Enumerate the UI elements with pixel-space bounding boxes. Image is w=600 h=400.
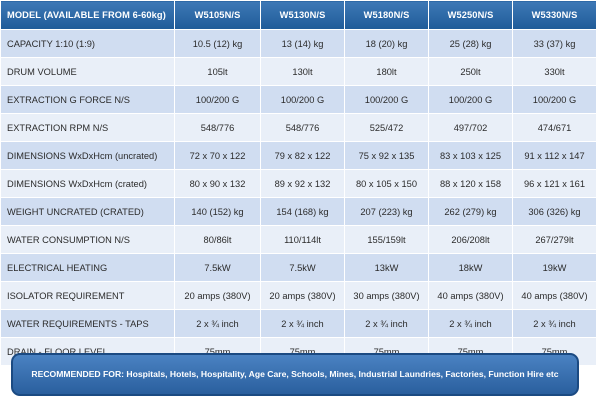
spec-value: 330lt (512, 57, 597, 86)
spec-label: DIMENSIONS WxDxHcm (crated) (0, 169, 175, 198)
spec-value: 83 x 103 x 125 (428, 141, 513, 170)
spec-value: 2 x ¾ inch (428, 309, 513, 338)
spec-value: 105lt (174, 57, 261, 86)
table-row: WATER CONSUMPTION N/S 80/86lt 110/114lt 155… (0, 225, 597, 254)
spec-label: CAPACITY 1:10 (1:9) (0, 29, 175, 58)
spec-label: DIMENSIONS WxDxHcm (uncrated) (0, 141, 175, 170)
header-model-w5180: W5180N/S (344, 0, 429, 30)
spec-table-header: MODEL (AVAILABLE FROM 6-60kg) W5105N/S W… (0, 0, 597, 30)
spec-value: 79 x 82 x 122 (260, 141, 345, 170)
spec-value: 140 (152) kg (174, 197, 261, 226)
spec-value: 2 x ¾ inch (174, 309, 261, 338)
spec-value: 2 x ¾ inch (512, 309, 597, 338)
spec-value: 306 (326) kg (512, 197, 597, 226)
spec-label: ISOLATOR REQUIREMENT (0, 281, 175, 310)
spec-value: 10.5 (12) kg (174, 29, 261, 58)
spec-label: EXTRACTION RPM N/S (0, 113, 175, 142)
spec-value: 262 (279) kg (428, 197, 513, 226)
spec-value: 2 x ¾ inch (344, 309, 429, 338)
table-row: ISOLATOR REQUIREMENT 20 amps (380V) 20 amp… (0, 281, 597, 310)
header-model-w5130: W5130N/S (260, 0, 345, 30)
spec-value: 40 amps (380V) (428, 281, 513, 310)
spec-value: 100/200 G (344, 85, 429, 114)
spec-value: 80 x 105 x 150 (344, 169, 429, 198)
spec-value: 72 x 70 x 122 (174, 141, 261, 170)
spec-label: ELECTRICAL HEATING (0, 253, 175, 282)
spec-value: 155/159lt (344, 225, 429, 254)
table-row: DIMENSIONS WxDxHcm (uncrated) 72 x 70 x 1… (0, 141, 597, 170)
spec-value: 130lt (260, 57, 345, 86)
spec-value: 2 x ¾ inch (260, 309, 345, 338)
spec-value: 100/200 G (512, 85, 597, 114)
header-model-w5105: W5105N/S (174, 0, 261, 30)
spec-value: 18kW (428, 253, 513, 282)
spec-value: 25 (28) kg (428, 29, 513, 58)
spec-value: 7.5kW (260, 253, 345, 282)
spec-value: 267/279lt (512, 225, 597, 254)
spec-label: EXTRACTION G FORCE N/S (0, 85, 175, 114)
spec-value: 110/114lt (260, 225, 345, 254)
spec-value: 548/776 (174, 113, 261, 142)
header-model-w5250: W5250N/S (428, 0, 513, 30)
spec-value: 20 amps (380V) (174, 281, 261, 310)
table-row: CAPACITY 1:10 (1:9) 10.5 (12) kg 13 (14) k… (0, 29, 597, 58)
spec-value: 40 amps (380V) (512, 281, 597, 310)
spec-value: 80 x 90 x 132 (174, 169, 261, 198)
spec-value: 497/702 (428, 113, 513, 142)
spec-value: 100/200 G (260, 85, 345, 114)
spec-value: 96 x 121 x 161 (512, 169, 597, 198)
spec-value: 7.5kW (174, 253, 261, 282)
spec-value: 13kW (344, 253, 429, 282)
spec-value: 100/200 G (174, 85, 261, 114)
spec-value: 88 x 120 x 158 (428, 169, 513, 198)
table-row: WEIGHT UNCRATED (CRATED) 140 (152) kg 154 … (0, 197, 597, 226)
spec-label: DRUM VOLUME (0, 57, 175, 86)
spec-value: 207 (223) kg (344, 197, 429, 226)
spec-value: 206/208lt (428, 225, 513, 254)
table-row: WATER REQUIREMENTS - TAPS 2 x ¾ inch 2 x ¾… (0, 309, 597, 338)
header-model-label: MODEL (AVAILABLE FROM 6-60kg) (0, 0, 175, 30)
spec-value: 33 (37) kg (512, 29, 597, 58)
spec-value: 13 (14) kg (260, 29, 345, 58)
header-row: MODEL (AVAILABLE FROM 6-60kg) W5105N/S W… (0, 0, 597, 30)
table-row: DIMENSIONS WxDxHcm (crated) 80 x 90 x 132… (0, 169, 597, 198)
spec-value: 75 x 92 x 135 (344, 141, 429, 170)
spec-value: 91 x 112 x 147 (512, 141, 597, 170)
spec-value: 18 (20) kg (344, 29, 429, 58)
spec-value: 180lt (344, 57, 429, 86)
spec-value: 89 x 92 x 132 (260, 169, 345, 198)
spec-label: WATER REQUIREMENTS - TAPS (0, 309, 175, 338)
table-row: EXTRACTION RPM N/S 548/776 548/776 525/472 4… (0, 113, 597, 142)
spec-label: WATER CONSUMPTION N/S (0, 225, 175, 254)
spec-value: 474/671 (512, 113, 597, 142)
spec-value: 80/86lt (174, 225, 261, 254)
header-model-w5330: W5330N/S (512, 0, 597, 30)
spec-table: MODEL (AVAILABLE FROM 6-60kg) W5105N/S W… (0, 0, 597, 366)
recommendation-banner: RECOMMENDED FOR: Hospitals, Hotels, Hosp… (11, 353, 579, 396)
spec-value: 525/472 (344, 113, 429, 142)
spec-value: 548/776 (260, 113, 345, 142)
spec-value: 100/200 G (428, 85, 513, 114)
spec-value: 250lt (428, 57, 513, 86)
table-row: DRUM VOLUME 105lt 130lt 180lt 250lt 330lt (0, 57, 597, 86)
spec-value: 30 amps (380V) (344, 281, 429, 310)
spec-value: 154 (168) kg (260, 197, 345, 226)
spec-table-body: CAPACITY 1:10 (1:9) 10.5 (12) kg 13 (14) k… (0, 29, 597, 366)
recommendation-text: RECOMMENDED FOR: Hospitals, Hotels, Hosp… (31, 369, 559, 379)
spec-label: WEIGHT UNCRATED (CRATED) (0, 197, 175, 226)
spec-value: 19kW (512, 253, 597, 282)
spec-value: 20 amps (380V) (260, 281, 345, 310)
table-row: ELECTRICAL HEATING 7.5kW 7.5kW 13kW 18kW 19kW (0, 253, 597, 282)
table-row: EXTRACTION G FORCE N/S 100/200 G 100/200 G… (0, 85, 597, 114)
